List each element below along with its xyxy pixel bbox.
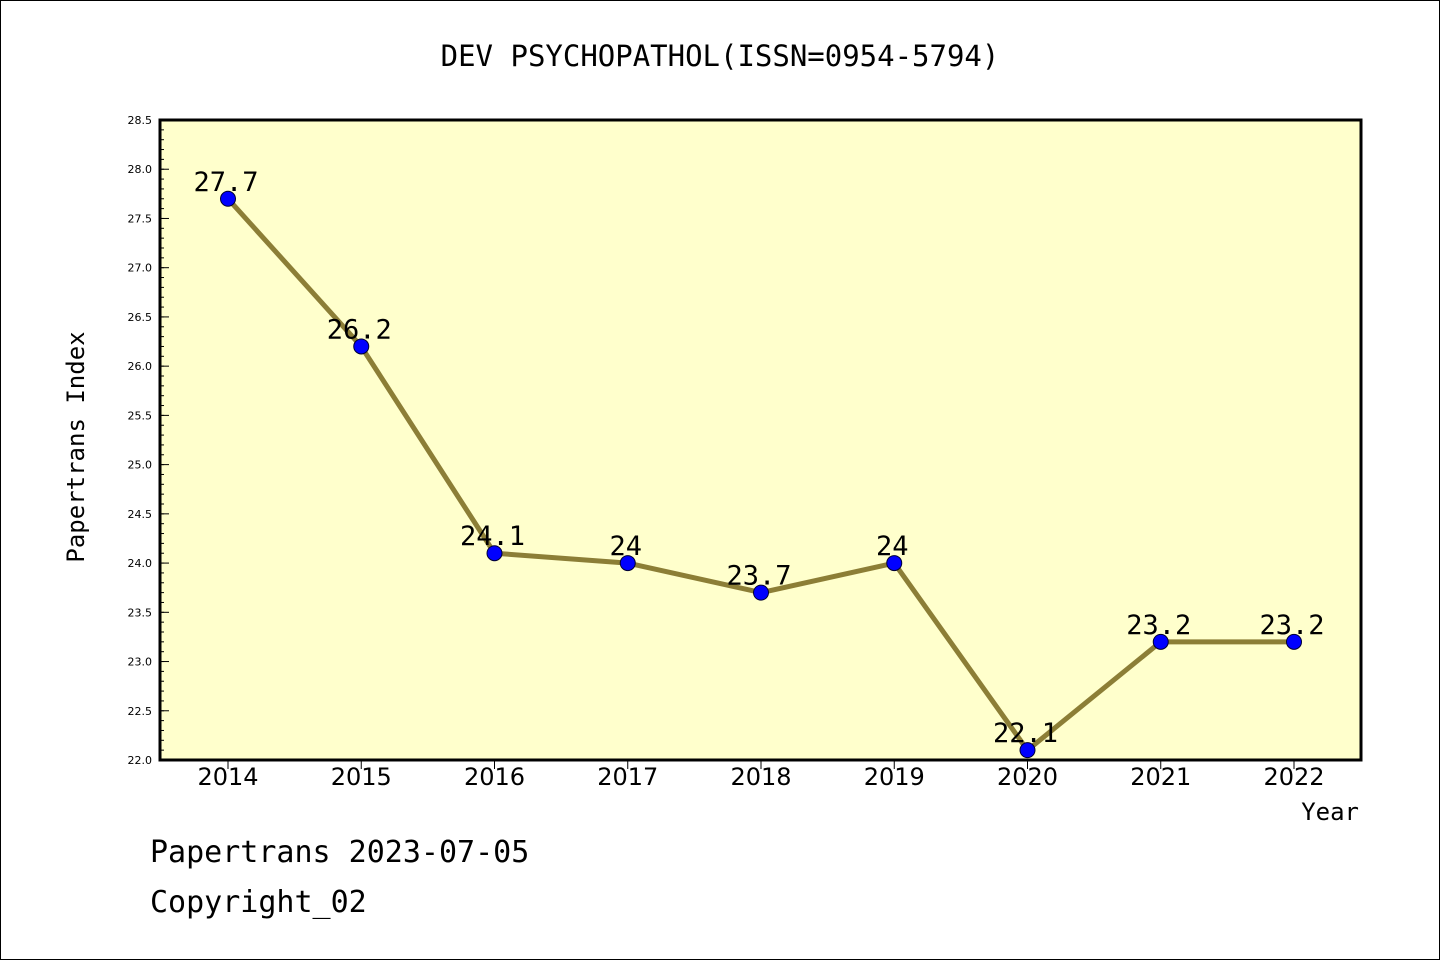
y-tick-label: 24.0 — [128, 557, 153, 570]
y-tick-label: 24.5 — [128, 508, 153, 521]
y-tick-label: 22.0 — [128, 754, 153, 767]
data-point — [886, 555, 903, 572]
y-axis: 22.0 22.5 23.0 23.5 24.0 24.5 25.0 25.5 26.0 26.5… — [128, 114, 169, 767]
data-label: 24.1 — [460, 521, 525, 552]
data-label: 23.7 — [726, 561, 791, 592]
x-tick-label: 2015 — [331, 763, 392, 791]
x-tick-label: 2021 — [1130, 763, 1191, 791]
x-tick-label: 2016 — [464, 763, 525, 791]
y-tick-label: 22.5 — [128, 705, 153, 718]
x-tick-label: 2018 — [730, 763, 791, 791]
chart-title: DEV PSYCHOPATHOL(ISSN=0954-5794) — [441, 39, 1000, 73]
data-point — [1286, 633, 1302, 650]
y-tick-label: 27.0 — [128, 262, 153, 275]
x-axis-label: Year — [1301, 798, 1359, 826]
x-tick-label: 2014 — [197, 763, 258, 791]
y-tick-label: 25.5 — [128, 409, 153, 422]
data-label: 22.1 — [993, 718, 1058, 749]
data-point — [486, 545, 503, 562]
y-tick-label: 25.0 — [128, 459, 153, 472]
plot-area — [158, 118, 1363, 762]
x-tick-label: 2017 — [597, 763, 658, 791]
y-tick-label: 23.0 — [128, 656, 153, 669]
x-tick-label: 2020 — [997, 763, 1058, 791]
data-point — [1152, 633, 1169, 650]
y-tick-label: 26.0 — [128, 360, 153, 373]
footer-copyright: Copyright_02 — [150, 885, 367, 920]
y-tick-label: 27.5 — [128, 212, 153, 225]
y-tick-label: 26.5 — [128, 311, 153, 324]
data-point — [353, 338, 370, 355]
data-label: 23.2 — [1259, 610, 1324, 641]
data-label: 27.7 — [193, 167, 258, 198]
data-labels-group: 27.7 26.2 24.1 24 23.7 24 22.1 23.2 23.2 — [193, 167, 1324, 749]
x-tick-label: 2019 — [864, 763, 925, 791]
data-label: 26.2 — [327, 314, 392, 345]
data-point — [220, 190, 236, 207]
x-axis: 2014 2015 2016 2017 2018 2019 2020 2021 2022 — [197, 760, 1325, 791]
series-line-group — [220, 190, 1302, 759]
x-tick-label: 2022 — [1263, 763, 1324, 791]
y-tick-label: 28.5 — [128, 114, 153, 127]
data-label: 23.2 — [1126, 610, 1191, 641]
data-label: 24 — [876, 531, 909, 562]
y-axis-label: Papertrans Index — [62, 331, 90, 562]
data-point — [753, 584, 769, 601]
footer-date: Papertrans 2023-07-05 — [150, 835, 530, 870]
data-label: 24 — [609, 531, 642, 562]
y-tick-label: 23.5 — [128, 606, 153, 619]
data-point — [1019, 742, 1036, 759]
y-tick-label: 28.0 — [128, 163, 153, 176]
data-point — [619, 555, 636, 572]
